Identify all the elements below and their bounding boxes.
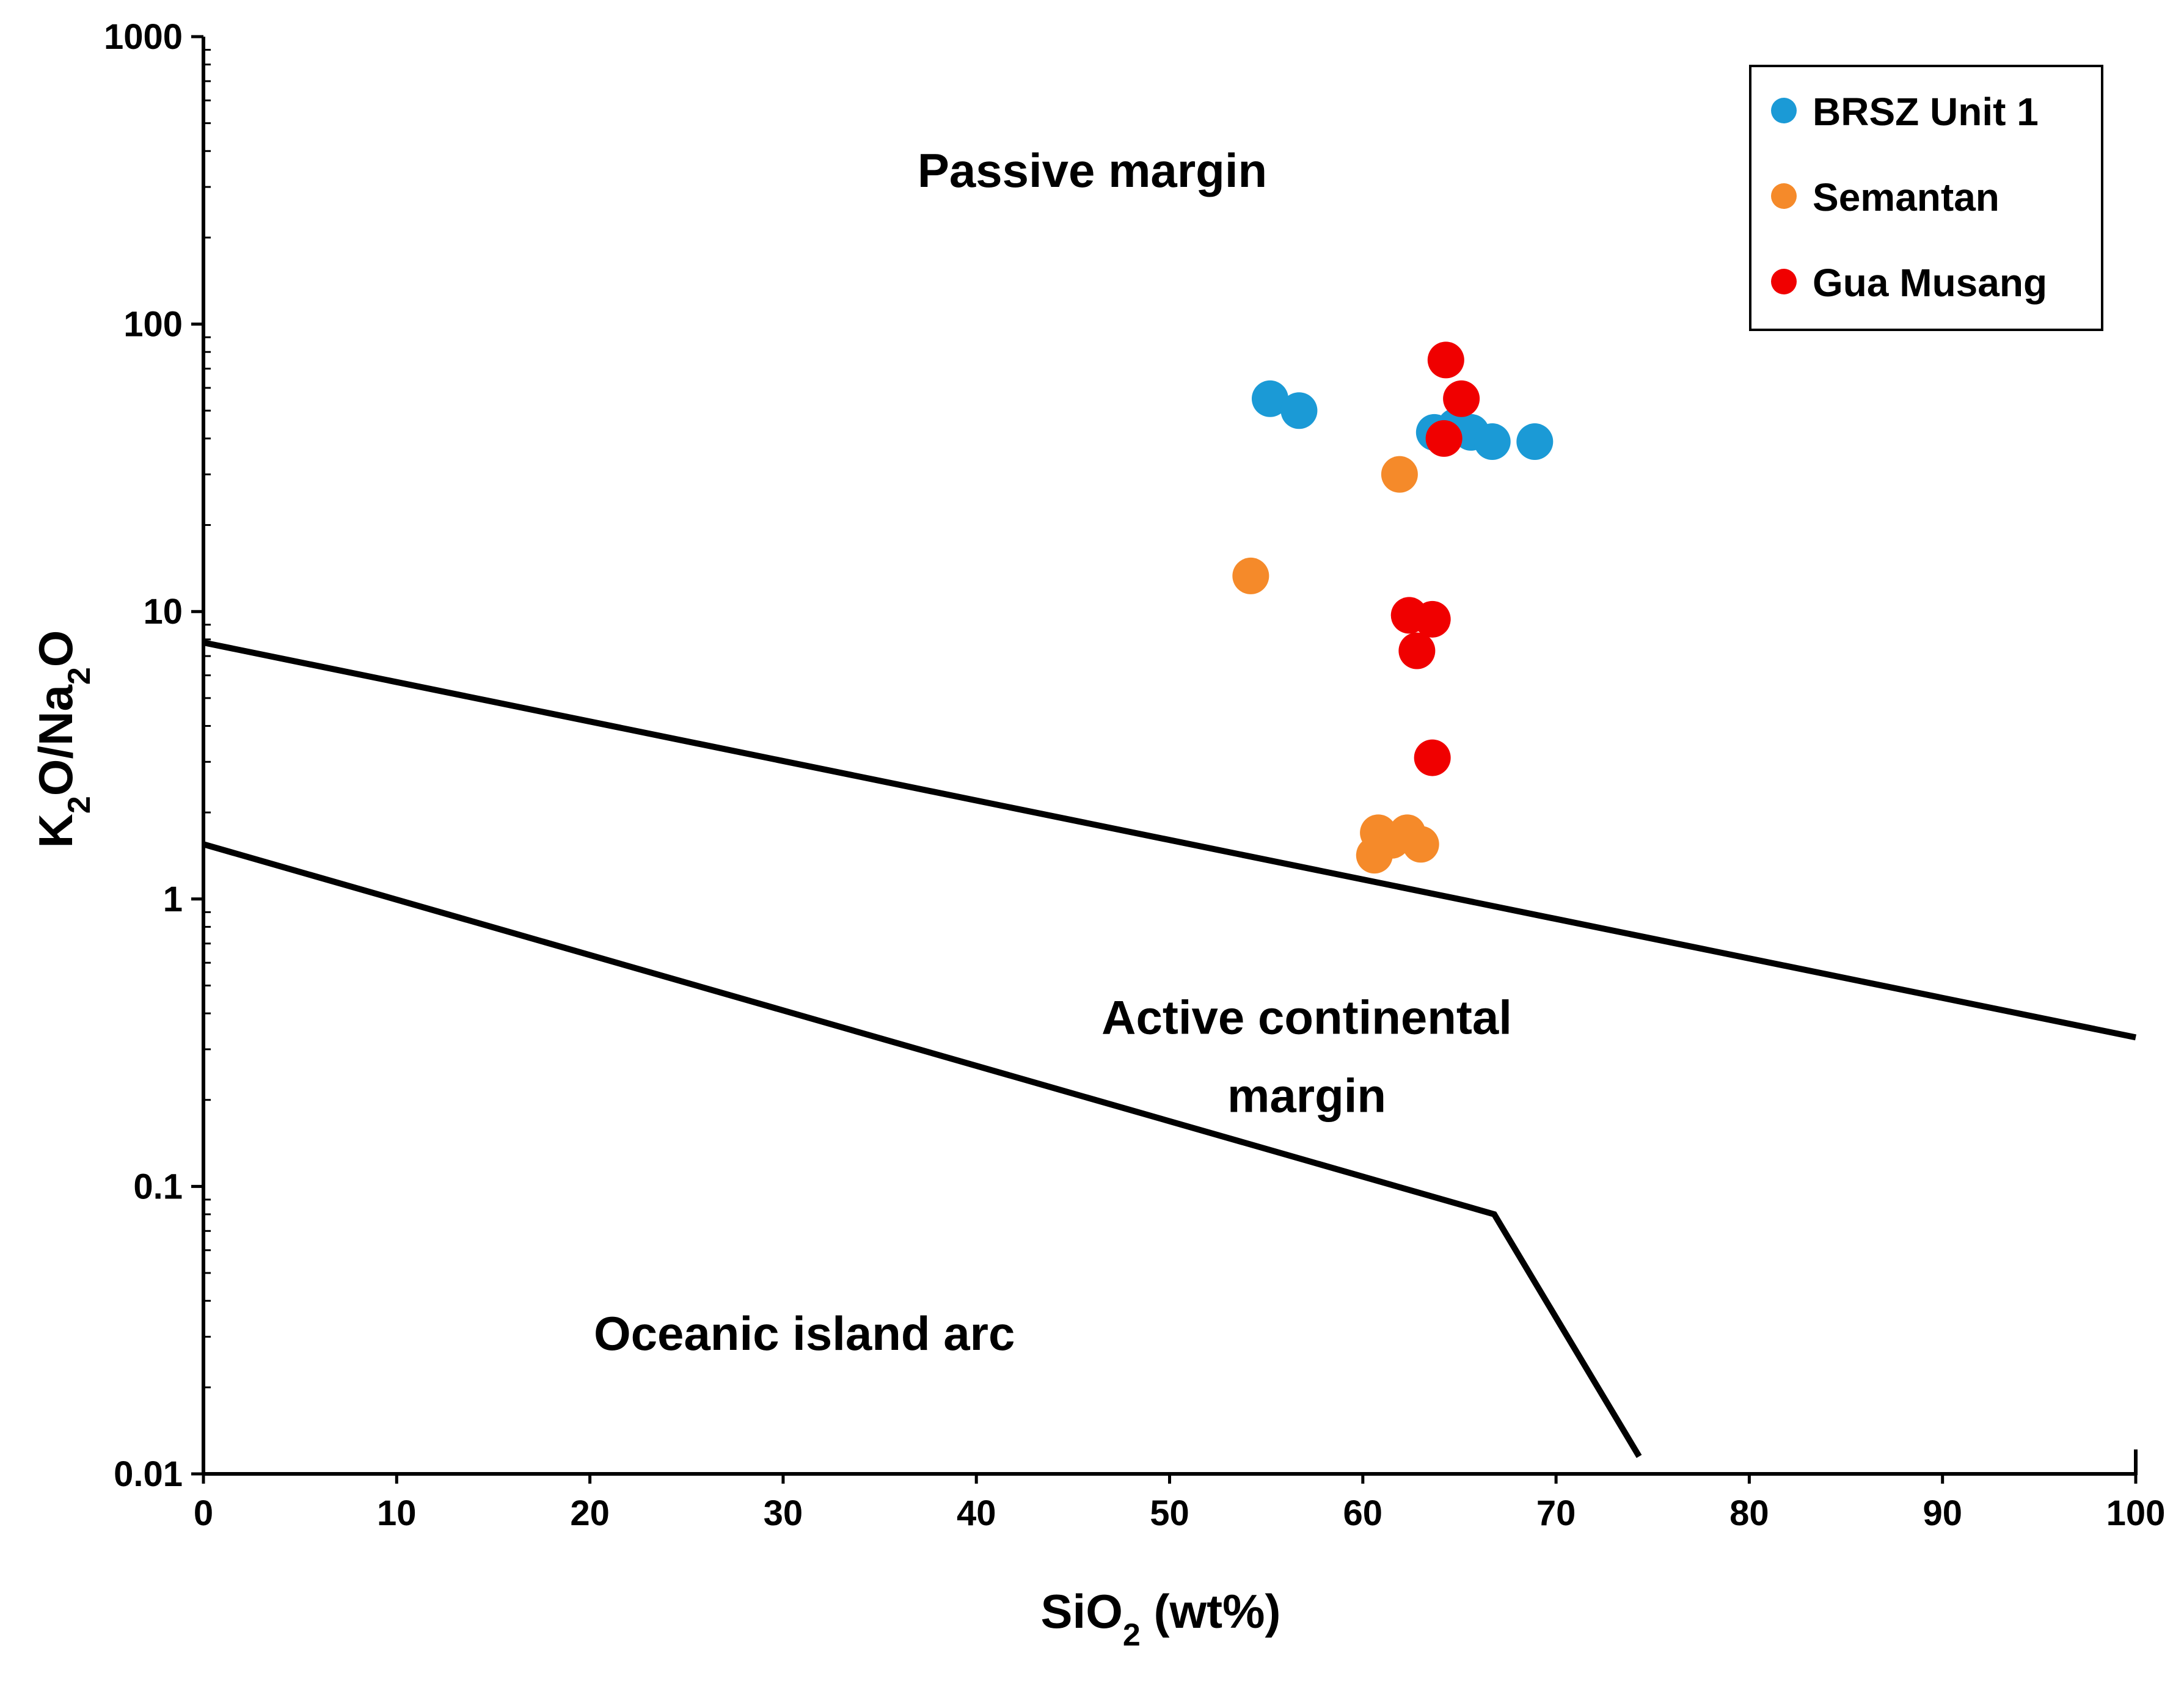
- x-tick-label: 70: [1536, 1493, 1576, 1533]
- legend-label: Semantan: [1813, 175, 2000, 219]
- point-brsz-unit-1: [1251, 380, 1288, 417]
- y-tick-label: 1000: [104, 17, 183, 57]
- point-gua-musang: [1425, 420, 1463, 457]
- region-oceanic-island-arc: Oceanic island arc: [594, 1307, 1015, 1360]
- point-semantan: [1402, 826, 1439, 863]
- y-tick-label: 10: [143, 592, 183, 632]
- boundary-line: [202, 640, 2137, 1041]
- x-tick-label: 40: [957, 1493, 996, 1533]
- point-gua-musang: [1414, 739, 1451, 776]
- point-gua-musang: [1443, 380, 1480, 417]
- point-gua-musang: [1414, 600, 1451, 638]
- y-axis-title-mid: O/Na: [29, 685, 82, 796]
- point-gua-musang: [1427, 341, 1464, 379]
- point-brsz-unit-1: [1280, 392, 1318, 429]
- point-gua-musang: [1398, 632, 1436, 669]
- legend-marker: [1771, 183, 1797, 209]
- y-tick-label: 100: [123, 305, 183, 344]
- x-axis-title-rest: (wt%): [1141, 1584, 1281, 1638]
- legend: BRSZ Unit 1 Semantan Gua Musang: [1749, 65, 2103, 331]
- y-tick-label: 0.01: [114, 1454, 183, 1494]
- point-brsz-unit-1: [1474, 423, 1511, 461]
- x-tick-label: 30: [764, 1493, 803, 1533]
- point-semantan: [1356, 837, 1393, 874]
- x-tick-label: 20: [570, 1493, 610, 1533]
- region-active-continental-margin-line-1: Active continental: [1101, 990, 1512, 1044]
- y-axis-title-end: O: [29, 630, 82, 668]
- x-axis-title-subscript: 2: [1123, 1617, 1141, 1653]
- x-tick-label: 60: [1343, 1493, 1383, 1533]
- y-tick-label: 0.1: [133, 1167, 183, 1206]
- legend-marker: [1771, 269, 1797, 294]
- y-axis-title-k-subscript: 2: [62, 796, 97, 814]
- y-axis-title-k: K: [29, 814, 82, 848]
- boundary-line: [202, 841, 1642, 1458]
- y-axis-title: K2O/Na2O: [29, 630, 97, 848]
- legend-marker: [1771, 98, 1797, 123]
- legend-box: [1749, 65, 2103, 331]
- x-tick-label: 10: [377, 1493, 417, 1533]
- y-tick-label: 1: [163, 880, 183, 919]
- data-points: [1232, 341, 1554, 874]
- y-axis-title-na-subscript: 2: [62, 667, 97, 685]
- point-semantan: [1232, 557, 1269, 594]
- region-passive-margin: Passive margin: [918, 144, 1267, 197]
- legend-items: BRSZ Unit 1 Semantan Gua Musang: [1771, 90, 2047, 305]
- x-axis-title-base: SiO: [1041, 1584, 1123, 1638]
- x-axis-ticks: 0 10 20 30 40 50 60 70 80 90 100: [194, 1474, 2166, 1533]
- legend-label: Gua Musang: [1813, 261, 2047, 305]
- point-brsz-unit-1: [1516, 423, 1554, 461]
- x-tick-label: 100: [2106, 1493, 2166, 1533]
- region-active-continental-margin-line-2: margin: [1227, 1068, 1386, 1122]
- x-tick-label: 90: [1923, 1493, 1962, 1533]
- x-tick-label: 50: [1150, 1493, 1189, 1533]
- boundary-lines: [202, 640, 2137, 1458]
- legend-label: BRSZ Unit 1: [1813, 90, 2039, 134]
- x-tick-label: 0: [194, 1493, 213, 1533]
- y-axis-ticks: 0.01 0.1 1 10 100 1000: [104, 17, 203, 1494]
- x-axis-title: SiO2 (wt%): [1041, 1584, 1281, 1653]
- region-labels: Passive margin Active continental margin Oc…: [594, 144, 1512, 1360]
- point-semantan: [1381, 456, 1418, 493]
- x-tick-label: 80: [1729, 1493, 1769, 1533]
